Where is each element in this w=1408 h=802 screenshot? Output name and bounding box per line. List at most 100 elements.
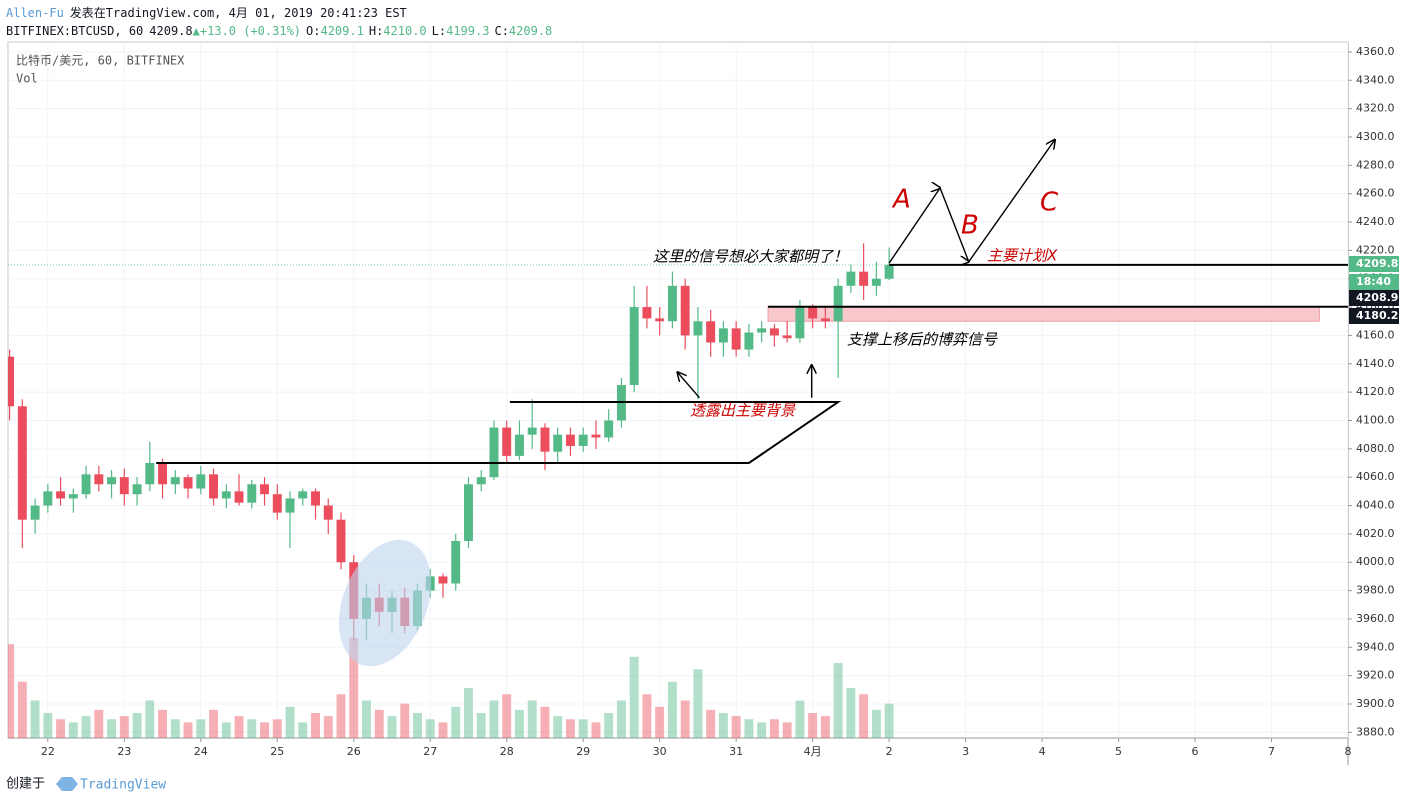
ohlc-value: 4209.8 [509, 24, 552, 38]
candle-body [158, 463, 168, 485]
logo-icon [56, 777, 78, 791]
y-tick-label: 4260.0 [1356, 187, 1395, 200]
volume-bar [667, 681, 677, 738]
candle-body [540, 427, 550, 452]
volume-bar [158, 709, 168, 738]
footer-created: 创建于 [6, 777, 45, 792]
candle-body [234, 491, 244, 503]
volume-bar [30, 700, 40, 738]
y-tick-label: 4120.0 [1356, 385, 1395, 398]
volume-bar [693, 669, 703, 738]
annotation: 支撑上移后的博弈信号 [847, 331, 998, 349]
y-tick-label: 4360.0 [1356, 45, 1395, 58]
volume-bar [795, 700, 805, 738]
volume-bar [413, 713, 422, 738]
candle-body [808, 307, 818, 319]
candle-body [578, 434, 588, 446]
volume-bar [209, 709, 219, 738]
support-zone [767, 306, 1320, 322]
volume-bar [706, 709, 716, 738]
volume-bar [769, 719, 779, 738]
price-marker-box [1349, 256, 1399, 272]
header-line-2: BITFINEX:BTCUSD, 60 4209.8▲+13.0 (+0.31%)… [6, 24, 552, 38]
price-marker-box [1349, 274, 1399, 290]
header-line-1: Allen-Fu 发表在TradingView.com, 4月 01, 2019 … [6, 5, 407, 20]
volume-bar [629, 656, 639, 738]
volume-bar [400, 703, 410, 738]
volume-bar [553, 716, 563, 738]
candle-body [272, 494, 282, 513]
volume-bar [782, 722, 792, 738]
price-marker: 4209.8 [1349, 256, 1399, 272]
candle-body [8, 356, 15, 407]
candle-body [476, 477, 486, 485]
candle-body [43, 491, 53, 506]
candle-body [527, 427, 537, 435]
y-tick-label: 4080.0 [1356, 442, 1395, 455]
price-marker-box [1349, 290, 1399, 306]
candle-body [642, 307, 652, 319]
volume-bar [374, 709, 384, 738]
x-tick-label: 4月 [804, 745, 822, 758]
candle-body [451, 540, 461, 584]
ohlc-key: C: [494, 24, 508, 38]
candle-body [706, 321, 716, 343]
candle-body [221, 491, 231, 499]
candle-body [196, 474, 206, 489]
candle-body [464, 484, 473, 541]
volume-bar [808, 713, 818, 738]
volume-bar [81, 716, 91, 738]
footer-brand[interactable]: TradingView [80, 778, 166, 793]
y-tick-label: 4340.0 [1356, 73, 1395, 86]
volume-bar [170, 719, 180, 738]
volume-bar [323, 716, 333, 738]
x-tick-label: 24 [194, 745, 208, 758]
y-tick-label: 4140.0 [1356, 357, 1395, 370]
annotation: 这里的信号想必大家都明了！ [653, 248, 848, 266]
candle-body [132, 484, 142, 495]
volume-bar [578, 719, 588, 738]
volume-bar [145, 700, 155, 738]
candle-body [68, 494, 78, 499]
volume-bar [476, 713, 486, 738]
y-tick-label: 4220.0 [1356, 243, 1395, 256]
volume-bar [119, 716, 129, 738]
y-tick-label: 3880.0 [1356, 725, 1395, 738]
candle-body [884, 264, 894, 279]
volume-bar [655, 706, 665, 738]
x-tick-label: 8 [1345, 745, 1352, 758]
volume-bar [272, 719, 282, 738]
candle-body [565, 434, 575, 446]
candle-body [119, 477, 129, 495]
volume-bar [438, 722, 448, 738]
volume-bar [387, 716, 397, 738]
price-marker: 4180.2 [1349, 308, 1399, 324]
x-tick-label: 5 [1115, 745, 1122, 758]
volume-bar [515, 709, 524, 738]
volume-bar [757, 722, 767, 738]
candle-body [502, 427, 512, 456]
volume-bar [833, 663, 843, 738]
ohlc-value: 4210.0 [383, 24, 426, 38]
candle-body [833, 285, 843, 322]
y-tick-label: 4160.0 [1356, 328, 1395, 341]
volume-bar [718, 713, 728, 738]
volume-bar [311, 713, 320, 738]
volume-bar [94, 709, 104, 738]
author[interactable]: Allen-Fu [6, 6, 64, 20]
last-price: 4209.8 [149, 24, 192, 38]
volume-bar [8, 644, 15, 738]
candle-body [718, 328, 728, 343]
volume-bar [425, 719, 435, 738]
candle-body [107, 477, 117, 485]
candle-body [769, 328, 779, 336]
x-tick-label: 30 [653, 745, 667, 758]
volume-bar [362, 700, 371, 738]
price-marker: 4208.9 [1349, 290, 1399, 306]
price-marker-label: 18:40 [1356, 275, 1391, 288]
y-tick-label: 4000.0 [1356, 555, 1395, 568]
x-tick-label: 22 [41, 745, 55, 758]
published: 发表在TradingView.com, 4月 01, 2019 20:41:23… [70, 5, 407, 20]
volume-bar [285, 706, 295, 738]
